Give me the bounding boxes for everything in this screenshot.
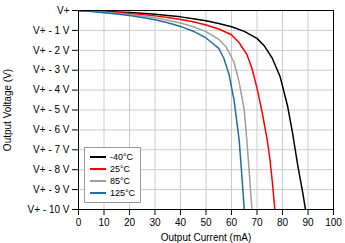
svg-text:20: 20	[124, 217, 136, 228]
svg-text:V+ - 7 V: V+ - 7 V	[33, 144, 70, 155]
svg-text:60: 60	[226, 217, 238, 228]
svg-text:Output Voltage (V): Output Voltage (V)	[2, 69, 13, 151]
svg-text:V+ - 2 V: V+ - 2 V	[33, 45, 70, 56]
svg-text:V+: V+	[57, 5, 70, 16]
html-text:25°C: 25°C	[110, 164, 131, 174]
svg-text:30: 30	[149, 217, 161, 228]
svg-text:90: 90	[302, 217, 314, 228]
svg-text:Output Current (mA): Output Current (mA)	[161, 232, 252, 243]
html-text:125°C: 125°C	[110, 188, 136, 198]
svg-text:V+ - 8 V: V+ - 8 V	[33, 164, 70, 175]
svg-text:V+ - 1 V: V+ - 1 V	[33, 25, 70, 36]
svg-text:80: 80	[277, 217, 289, 228]
svg-text:V+ - 6 V: V+ - 6 V	[33, 124, 70, 135]
svg-text:V+ - 5 V: V+ - 5 V	[33, 104, 70, 115]
svg-text:10: 10	[98, 217, 110, 228]
html-text:85°C: 85°C	[110, 176, 131, 186]
svg-text:V+ - 4 V: V+ - 4 V	[33, 84, 70, 95]
svg-text:0: 0	[76, 217, 82, 228]
html-text:-40°C: -40°C	[110, 152, 134, 162]
svg-text:50: 50	[200, 217, 212, 228]
svg-text:100: 100	[325, 217, 342, 228]
svg-text:40: 40	[175, 217, 187, 228]
svg-text:V+ - 3 V: V+ - 3 V	[33, 64, 70, 75]
svg-text:V+ - 9 V: V+ - 9 V	[33, 184, 70, 195]
svg-text:70: 70	[251, 217, 263, 228]
svg-text:V+ - 10 V: V+ - 10 V	[28, 204, 70, 215]
